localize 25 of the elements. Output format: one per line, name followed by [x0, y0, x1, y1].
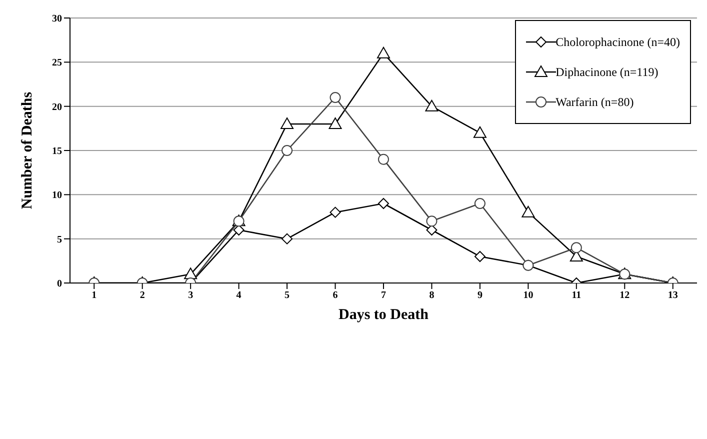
y-tick-label: 30: [52, 14, 62, 25]
legend-label: Warfarin (n=80): [556, 94, 634, 111]
x-tick-label: 12: [620, 290, 630, 302]
x-tick-label: 8: [429, 290, 434, 302]
y-tick-label: 10: [52, 190, 62, 202]
legend-label: Diphacinone (n=119): [556, 64, 658, 81]
x-tick-label: 3: [188, 290, 194, 302]
y-tick-label: 0: [57, 278, 62, 290]
y-tick-label: 20: [52, 102, 62, 113]
x-axis-title: Days to Death: [338, 307, 430, 323]
x-tick-label: 1: [92, 290, 97, 302]
y-tick-label: 25: [52, 58, 62, 69]
x-tick-label: 2: [140, 290, 145, 302]
x-tick-label: 5: [284, 290, 290, 302]
x-tick-label: 10: [523, 290, 534, 302]
y-axis-title: Number of Deaths: [19, 92, 36, 210]
x-tick-label: 11: [572, 290, 582, 302]
y-tick-label: 5: [57, 234, 62, 246]
y-tick-label: 15: [52, 146, 62, 158]
x-tick-label: 9: [477, 290, 482, 302]
legend-label: Cholorophacinone (n=40): [556, 34, 680, 51]
x-tick-label: 7: [381, 290, 386, 302]
x-tick-label: 4: [236, 290, 242, 302]
x-tick-label: 13: [668, 290, 678, 302]
x-tick-label: 6: [332, 290, 338, 302]
